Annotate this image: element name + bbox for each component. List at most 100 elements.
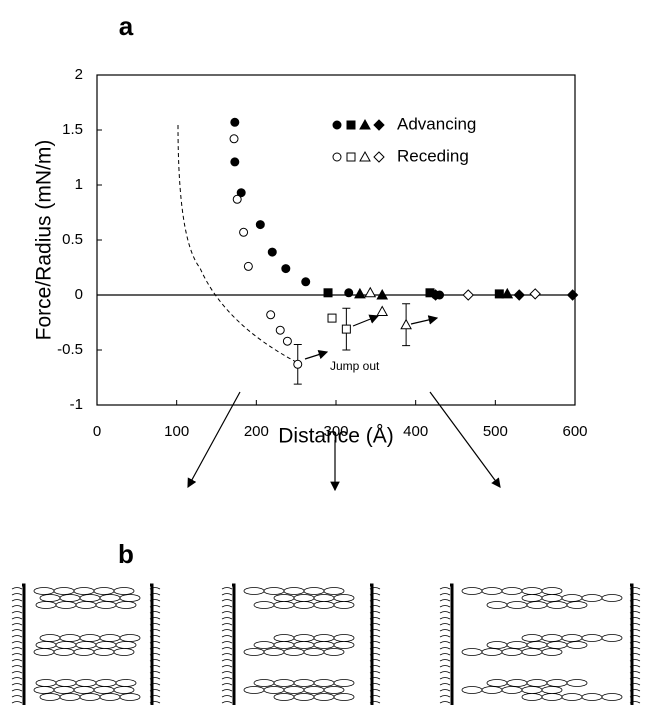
lipid-tail: [439, 665, 451, 668]
lipid-tail: [369, 623, 381, 626]
lipid-tail: [629, 671, 641, 674]
molecule: [561, 693, 583, 701]
lipid-tail: [149, 665, 161, 668]
lipid-tail: [629, 641, 641, 644]
molecule: [541, 587, 563, 595]
legend-marker: [346, 152, 356, 162]
molecule: [119, 594, 141, 602]
molecule: [243, 648, 265, 656]
lipid-tail: [369, 683, 381, 686]
molecule: [293, 693, 315, 701]
molecule: [75, 679, 97, 687]
x-tick-label: 100: [164, 423, 189, 440]
lipid-tail: [629, 683, 641, 686]
lipid-tail: [149, 653, 161, 656]
lipid-tail: [369, 599, 381, 602]
molecule: [313, 641, 335, 649]
lipid-tail: [221, 587, 233, 590]
lipid-tail: [221, 593, 233, 596]
lipid-tail: [439, 641, 451, 644]
molecule: [561, 594, 583, 602]
molecule: [581, 594, 603, 602]
membrane: [232, 583, 236, 705]
molecule: [506, 601, 528, 609]
point: [344, 288, 354, 298]
lipid-tail: [629, 617, 641, 620]
lipid-tail: [11, 665, 23, 668]
point: [236, 188, 246, 198]
molecule: [333, 601, 355, 609]
point: [229, 134, 239, 144]
lipid-tail: [369, 671, 381, 674]
lipid-tail: [149, 623, 161, 626]
molecule: [601, 634, 623, 642]
lipid-tail: [369, 635, 381, 638]
molecule: [546, 641, 568, 649]
point: [275, 325, 285, 335]
lipid-tail: [369, 665, 381, 668]
y-tick-label: 2: [75, 66, 83, 83]
molecule: [99, 693, 121, 701]
legend-label: Receding: [397, 146, 469, 165]
lipid-tail: [11, 695, 23, 698]
lipid-tail: [629, 623, 641, 626]
lipid-tail: [629, 599, 641, 602]
molecule: [243, 686, 265, 694]
point: [282, 336, 292, 346]
lipid-tail: [11, 587, 23, 590]
molecule: [113, 587, 135, 595]
link-arrows: [187, 391, 501, 492]
molecule: [99, 594, 121, 602]
molecule: [35, 641, 57, 649]
point: [376, 305, 389, 316]
molecule: [566, 601, 588, 609]
lipid-tail: [149, 671, 161, 674]
lipid-tail: [629, 665, 641, 668]
point: [230, 157, 240, 167]
molecule: [75, 641, 97, 649]
molecule: [323, 587, 345, 595]
molecule: [75, 601, 97, 609]
lipid-tail: [11, 689, 23, 692]
legend-marker: [332, 120, 342, 130]
molecule: [39, 634, 61, 642]
molecule: [263, 686, 285, 694]
point: [513, 289, 525, 301]
annotation: Jump out: [330, 359, 380, 373]
point: [243, 261, 253, 271]
lipid-tail: [149, 683, 161, 686]
lipid-tail: [149, 605, 161, 608]
lipid-tail: [221, 689, 233, 692]
lipid-tail: [149, 611, 161, 614]
lipid-tail: [369, 611, 381, 614]
lipid-tail: [149, 599, 161, 602]
lipid-tail: [629, 677, 641, 680]
lipid-tail: [11, 629, 23, 632]
lipid-tail: [149, 593, 161, 596]
molecule: [521, 634, 543, 642]
lipid-tail: [221, 695, 233, 698]
molecule: [303, 686, 325, 694]
lipid-tail: [369, 587, 381, 590]
lipid-tail: [221, 605, 233, 608]
lipid-tail: [439, 617, 451, 620]
legend-marker: [332, 152, 342, 162]
lipid-tail: [149, 617, 161, 620]
lipid-tail: [149, 677, 161, 680]
molecule: [293, 641, 315, 649]
lipid-tail: [629, 695, 641, 698]
molecule: [53, 648, 75, 656]
lipid-tail: [221, 635, 233, 638]
molecule: [55, 679, 77, 687]
molecule: [53, 587, 75, 595]
molecule: [253, 641, 275, 649]
molecule: [73, 686, 95, 694]
molecule: [283, 587, 305, 595]
lipid-tail: [221, 683, 233, 686]
molecule: [303, 648, 325, 656]
membrane: [630, 583, 634, 705]
lipid-tail: [369, 641, 381, 644]
panel-label: a: [119, 11, 134, 41]
molecule: [541, 693, 563, 701]
